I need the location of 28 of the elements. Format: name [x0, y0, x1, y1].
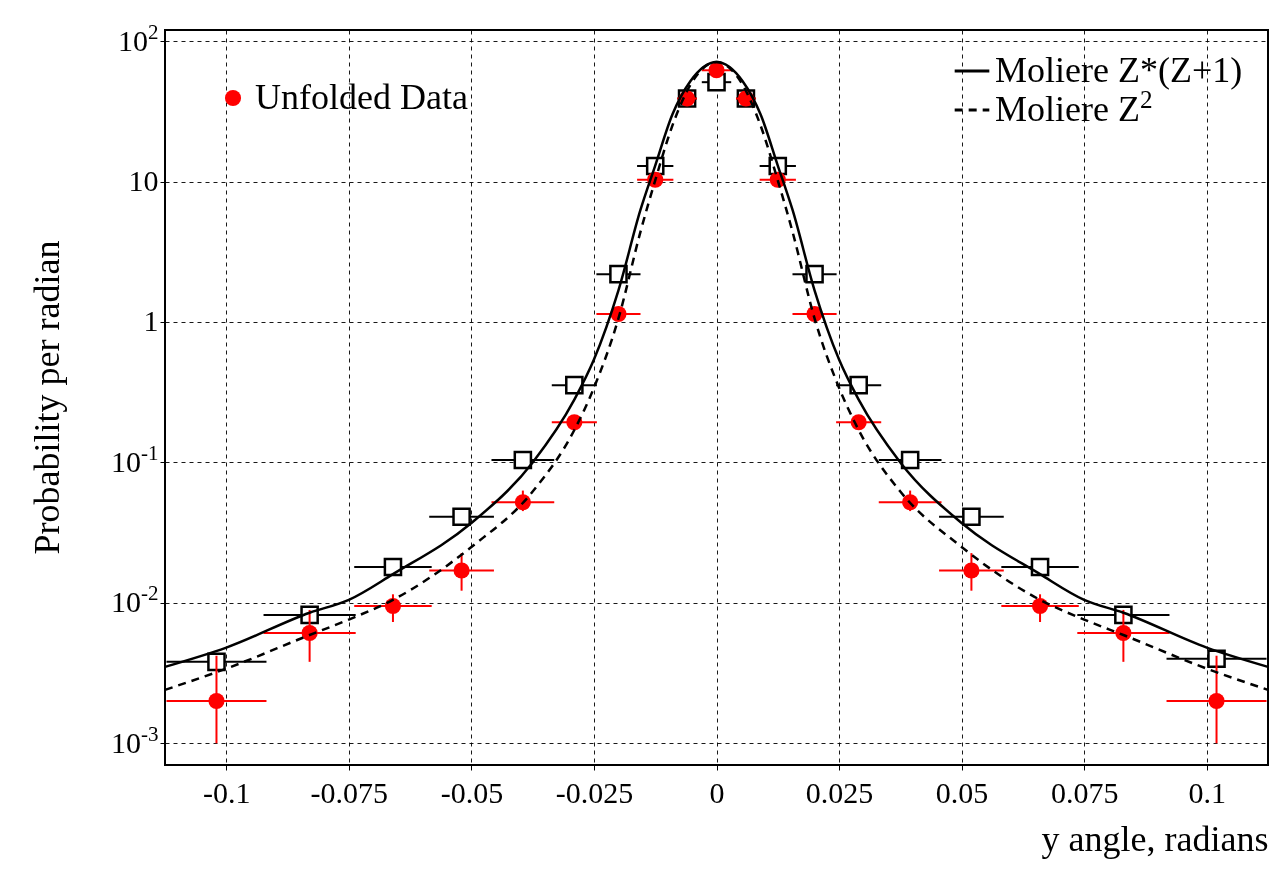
point — [708, 62, 725, 79]
y-tick-label: 1 — [143, 304, 159, 338]
x-tick-label: -0.075 — [310, 775, 389, 809]
x-tick-label: -0.05 — [440, 775, 504, 809]
y-tick-label: 10$^{-2}$ — [111, 581, 159, 619]
x-tick-label: 0.1 — [1188, 775, 1226, 809]
x-tick-label: -0.025 — [555, 775, 634, 809]
y-tick-label: 10$^{-3}$ — [111, 721, 159, 759]
point — [963, 562, 980, 579]
x-axis-title: y angle, radians — [1041, 818, 1269, 859]
point — [962, 507, 981, 527]
point — [900, 450, 920, 470]
y-tick-label: 10$^{-1}$ — [111, 440, 159, 478]
x-tick-label: 0.075 — [1050, 775, 1119, 809]
point — [1208, 692, 1225, 710]
x-tick-label: 0 — [709, 775, 725, 809]
point — [208, 692, 225, 710]
x-tick-label: 0.05 — [935, 775, 989, 809]
x-tick-label: 0.025 — [805, 775, 874, 809]
y-tick-label: 10 — [128, 164, 159, 198]
point — [1031, 597, 1049, 614]
y-tick-label: 10$^{2}$ — [118, 19, 159, 57]
x-tick-label: -0.1 — [203, 775, 251, 809]
y-axis-title: Probability per radian — [26, 240, 67, 555]
legend-label: Unfolded Data — [255, 77, 468, 117]
point — [453, 562, 470, 579]
point — [452, 507, 471, 527]
point — [384, 597, 402, 614]
